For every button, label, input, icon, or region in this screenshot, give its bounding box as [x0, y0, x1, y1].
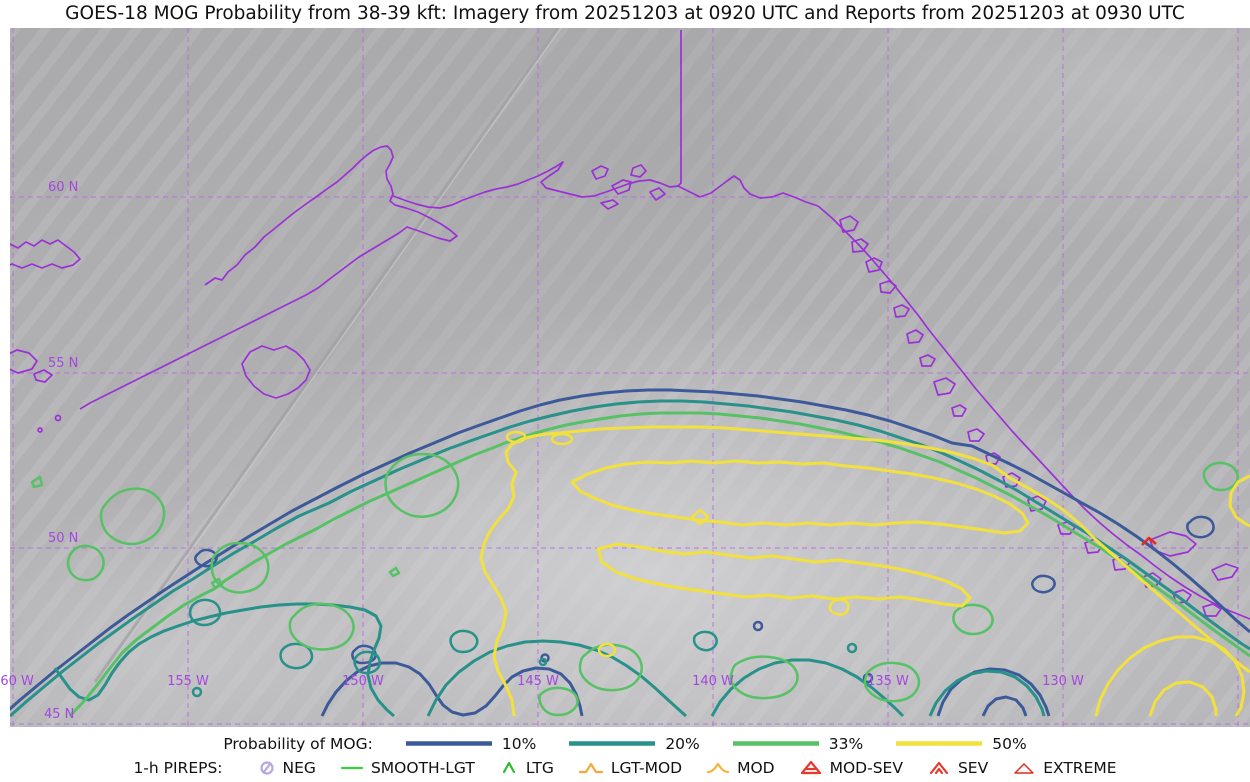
sev-inner-caret: [934, 767, 944, 774]
neg-slash: [261, 761, 272, 774]
legend-item-sev: SEV: [927, 759, 988, 777]
contour-20-squiggle: [710, 658, 905, 718]
contour-33-main: [68, 411, 1250, 718]
legend-item-20pct: 20%: [566, 734, 700, 753]
mod-caret-icon: [706, 762, 730, 773]
coast-gulf-east: [392, 161, 679, 209]
prob-50-swatch-icon: [896, 741, 983, 746]
figure-title: GOES-18 MOG Probability from 38-39 kft: …: [65, 3, 1185, 24]
legend-50pct-label: 50%: [992, 734, 1027, 753]
ltg-caret: [502, 761, 515, 773]
scan-seam-line: [93, 28, 560, 683]
legend-item-extreme: EXTREME: [1012, 758, 1117, 777]
mod-glyph: [706, 762, 730, 773]
contour-50-lower-band: [596, 542, 972, 608]
scan-seam-highlight: [97, 28, 562, 683]
mod-sev-triangle-icon: [800, 760, 821, 774]
contour-10pct: [10, 388, 1250, 717]
extreme-triangle: [1014, 762, 1034, 774]
legend-smooth-lgt-label: SMOOTH-LGT: [370, 758, 475, 777]
legend-item-lgt-mod: LGT-MOD: [578, 759, 682, 777]
lgt-mod-triangle-icon: [578, 762, 603, 773]
legend-mog-row: Probability of MOG: 10% 20% 33% 50%: [0, 732, 1250, 755]
coast-west-alaska: [10, 239, 81, 269]
sev-outer-caret: [929, 761, 949, 774]
legend-item-ltg: LTG: [499, 759, 554, 777]
contour-50-se-inner: [1148, 680, 1218, 717]
satellite-map: [10, 28, 1250, 727]
contour-20pct: [10, 399, 1250, 718]
ltg-caret-icon: [502, 761, 515, 773]
contour-33pct: [30, 411, 1250, 718]
legend-neg-label: NEG: [282, 758, 316, 777]
legend-item-mod: MOD: [706, 759, 775, 777]
neg-circle: [259, 760, 274, 775]
contour-20-squiggle: [53, 602, 395, 718]
prob-20-swatch-icon: [569, 741, 656, 746]
contour-10-squiggle: [981, 695, 1028, 717]
contour-50-outer: [479, 425, 1250, 717]
contour-20-squiggle: [426, 639, 687, 718]
map-overlay-svg: [10, 28, 1250, 727]
legend-10pct-label: 10%: [501, 734, 537, 753]
prob-10-swatch-icon: [405, 741, 492, 746]
left-islands: [10, 349, 53, 383]
legend-mod-label: MOD: [737, 758, 775, 777]
legend-pireps-row: 1-h PIREPS: NEG SMOOTH-LGT LTG LGT-MOD: [0, 756, 1250, 779]
legend-item-10pct: 10%: [403, 735, 536, 753]
contour-10-squiggle: [320, 661, 584, 717]
legend-20pct-label: 20%: [665, 734, 700, 753]
legend-mog-title: Probability of MOG:: [223, 734, 373, 753]
legend-extreme-label: EXTREME: [1043, 758, 1117, 777]
lgt-mod-glyph: [578, 762, 603, 773]
legend-lgt-mod-label: LGT-MOD: [610, 758, 683, 777]
alaska-canada-border: [677, 30, 701, 198]
contour-50-se-region: [1094, 635, 1246, 717]
contour-50-right-edge: [1228, 474, 1250, 528]
sev-double-caret-icon: [929, 761, 949, 774]
legend-item-50pct: 50%: [893, 734, 1027, 753]
neg-null-circle-icon: [259, 760, 274, 775]
extreme-triangle-icon: [1014, 762, 1034, 774]
contour-10-main: [10, 388, 1250, 711]
coast-cook-inlet-peninsula: [79, 145, 458, 410]
contour-20-squiggle: [928, 669, 1046, 717]
legend-ltg-label: LTG: [525, 758, 554, 777]
mod-sev-triangle: [800, 760, 821, 774]
legend-item-neg: NEG: [259, 759, 316, 777]
small-island-dot: [54, 414, 62, 422]
legend-33pct-label: 33%: [828, 734, 864, 753]
pirep-sev-marker: [1141, 536, 1157, 546]
legend-pireps-title: 1-h PIREPS:: [133, 758, 223, 777]
prob-33-swatch-icon: [732, 741, 819, 746]
legend-mod-sev-label: MOD-SEV: [829, 758, 903, 777]
small-island-dot: [37, 427, 43, 433]
legend-item-33pct: 33%: [730, 735, 863, 753]
legend-item-mod-sev: MOD-SEV: [799, 759, 903, 777]
contour-50-inner-ring: [570, 459, 1030, 535]
smooth-lgt-line-icon: [340, 766, 364, 769]
contour-20-main: [10, 399, 1250, 718]
coast-panhandle-bc: [817, 205, 1250, 620]
legend-item-smooth-lgt: SMOOTH-LGT: [340, 759, 475, 777]
coastlines: [10, 30, 1250, 620]
coast-kodiak: [241, 345, 311, 399]
coast-60n: [699, 175, 819, 207]
coast-pws-islands: [591, 164, 666, 210]
legend-sev-label: SEV: [957, 758, 989, 777]
contour-10-squiggle: [936, 667, 1051, 717]
contour-50pct: [479, 425, 1250, 717]
